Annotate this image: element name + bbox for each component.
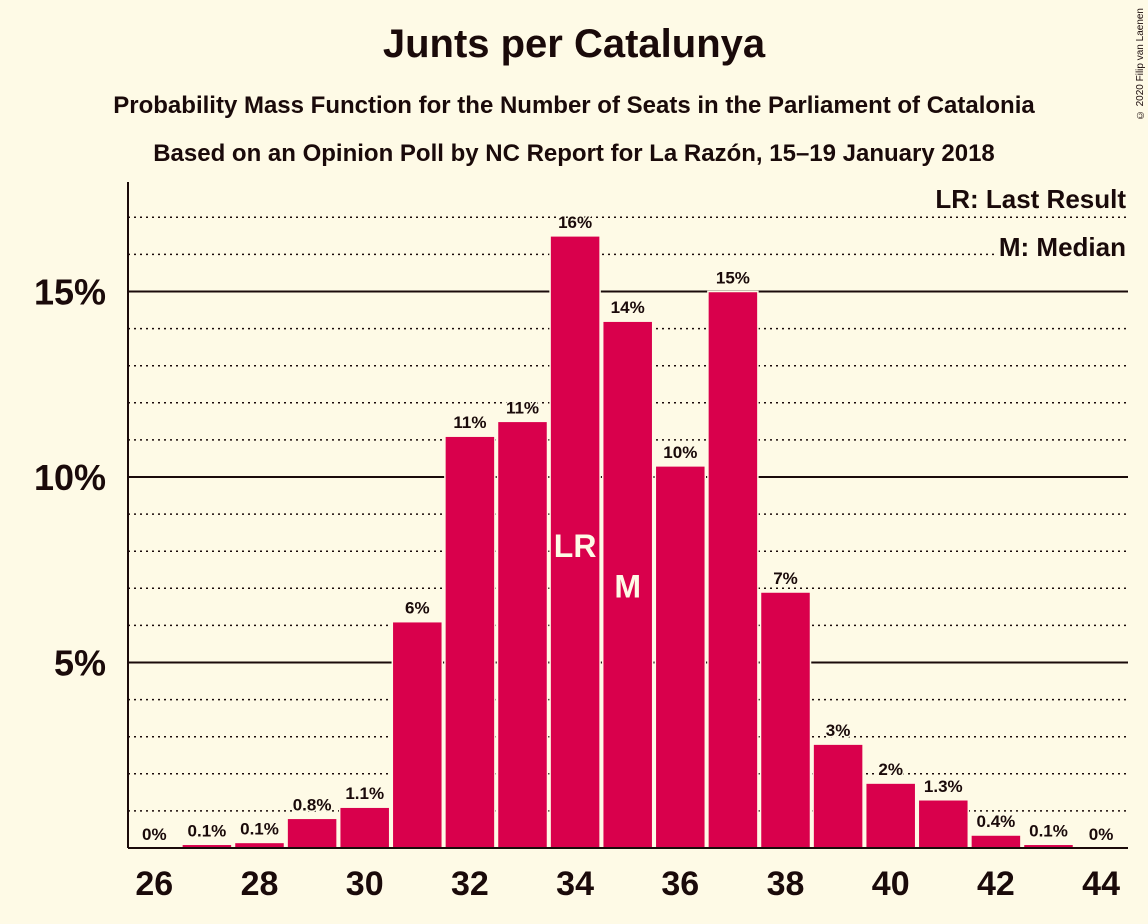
- legend-median: M: Median: [996, 232, 1128, 263]
- bar-value-label: 1.1%: [345, 784, 384, 803]
- bar-value-label: 2%: [878, 760, 903, 779]
- bar-seat-33: [496, 420, 549, 849]
- y-tick-label: 5%: [54, 643, 106, 684]
- bar-seat-36: [654, 465, 707, 849]
- bar-seat-42: [970, 834, 1022, 849]
- bar-seat-32: [444, 435, 496, 849]
- median-marker: M: [614, 569, 641, 605]
- x-tick-label: 38: [767, 865, 805, 903]
- bar-value-label: 16%: [558, 213, 592, 232]
- x-tick-label: 30: [346, 865, 384, 903]
- last-result-marker: LR: [554, 528, 597, 564]
- chart-title: Junts per Catalunya: [382, 22, 766, 66]
- x-tick-label: 44: [1082, 865, 1120, 903]
- bar-value-label: 0.8%: [293, 795, 332, 814]
- bar-seat-34: [549, 235, 601, 849]
- bar-value-label: 0%: [142, 825, 167, 844]
- bar-seat-41: [917, 799, 970, 849]
- bar-value-label: 0%: [1089, 825, 1114, 844]
- bar-seat-30: [338, 806, 391, 849]
- bar-value-label: 14%: [611, 298, 645, 317]
- chart-subtitle: Probability Mass Function for the Number…: [113, 92, 1035, 119]
- bar-value-label: 15%: [716, 269, 750, 288]
- bar-seat-31: [391, 620, 444, 849]
- bar-seat-35: [601, 320, 654, 849]
- x-tick-label: 36: [661, 865, 699, 903]
- x-tick-label: 34: [556, 865, 594, 903]
- x-tick-label: 26: [135, 865, 173, 903]
- bar-value-label: 11%: [506, 398, 539, 417]
- x-tick-label: 42: [977, 865, 1015, 903]
- bar-value-label: 0.4%: [977, 812, 1016, 831]
- bar-seat-37: [707, 290, 759, 849]
- bar-value-label: 7%: [773, 569, 798, 588]
- bar-seat-38: [759, 591, 812, 849]
- x-tick-label: 28: [241, 865, 279, 903]
- bar-seat-29: [286, 817, 338, 849]
- bar-value-label: 0.1%: [240, 819, 279, 838]
- bar-value-label: 11%: [453, 413, 486, 432]
- chart-source-subtitle: Based on an Opinion Poll by NC Report fo…: [153, 140, 995, 167]
- bar-value-label: 10%: [663, 443, 697, 462]
- x-tick-label: 40: [872, 865, 910, 903]
- bar-value-label: 0.1%: [188, 821, 227, 840]
- bar-value-label: 1.3%: [924, 777, 963, 796]
- y-tick-label: 15%: [34, 272, 106, 313]
- legend-last-result: LR: Last Result: [933, 184, 1128, 215]
- bar-value-label: 0.1%: [1029, 821, 1068, 840]
- bar-value-label: 3%: [826, 721, 851, 740]
- bar-value-label: 6%: [405, 599, 430, 618]
- bar-seat-39: [812, 743, 864, 849]
- x-tick-label: 32: [451, 865, 489, 903]
- bar-seat-40: [864, 782, 917, 849]
- y-tick-label: 10%: [34, 457, 106, 498]
